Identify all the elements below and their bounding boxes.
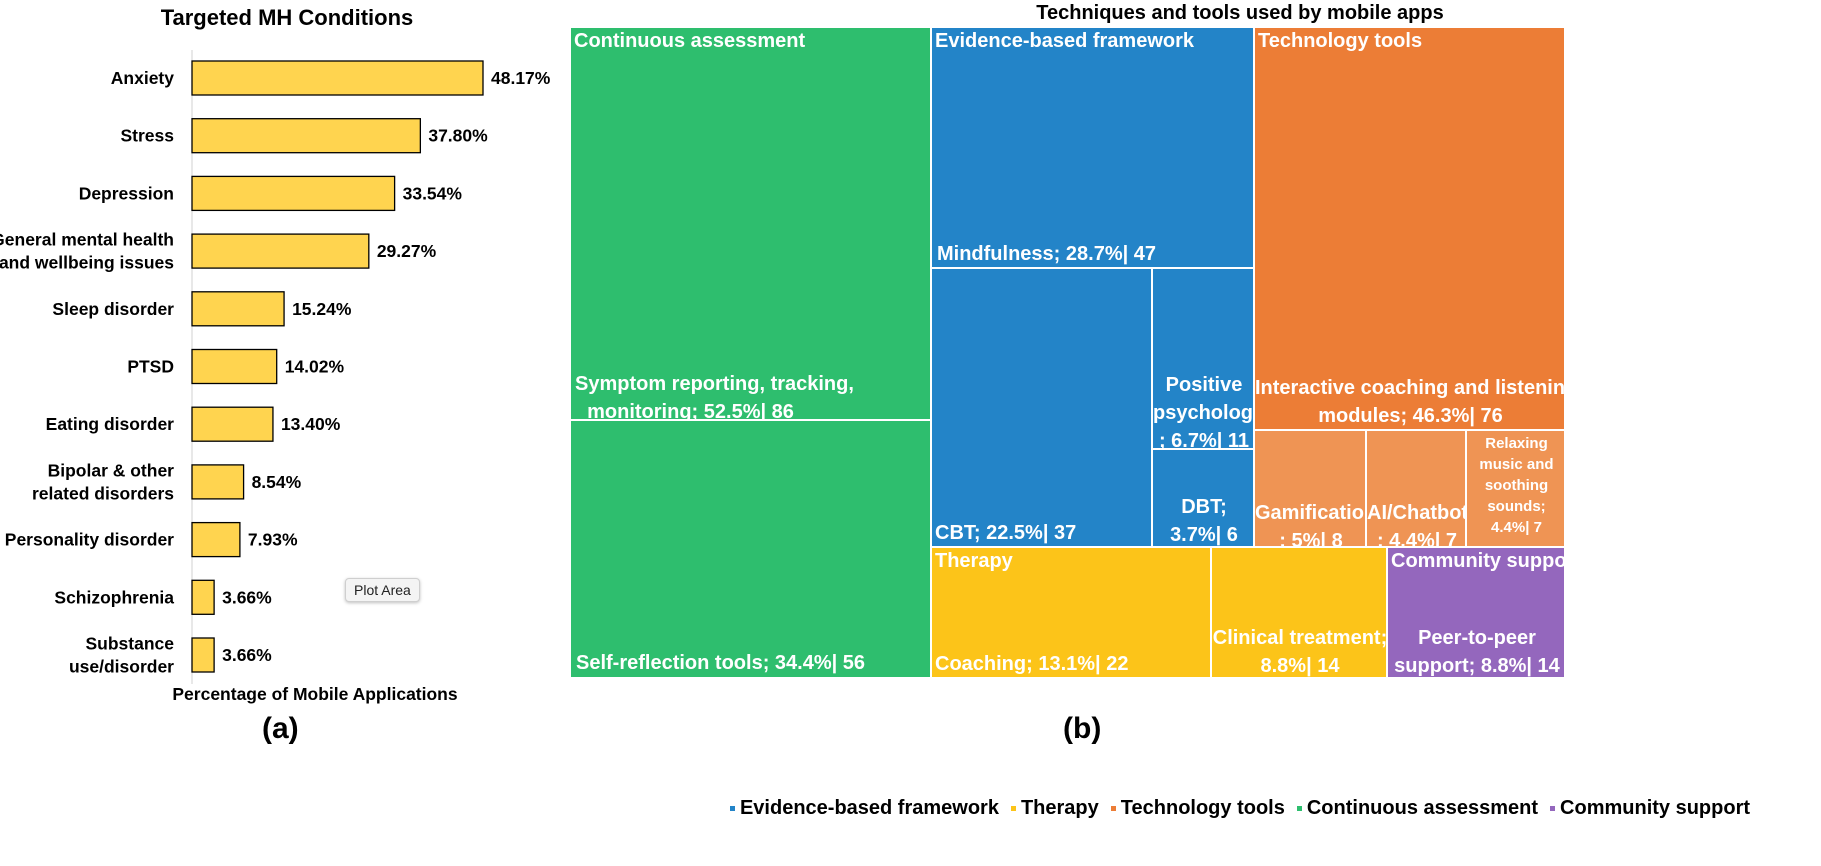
category-label: Substance	[86, 634, 175, 654]
treemap-cell: AI/Chatbot; 4.4%| 7	[1366, 430, 1468, 552]
treemap-title: Techniques and tools used by mobile apps	[1036, 2, 1444, 24]
category-label: Schizophrenia	[54, 587, 174, 607]
treemap-cell-label: Relaxing music and soothing sounds; 4.4%| 7	[1479, 435, 1554, 536]
treemap-cell: Symptom reporting, tracking, monitoring; …	[570, 27, 931, 423]
legend-swatch	[1110, 806, 1116, 811]
bar	[191, 118, 422, 154]
treemap-group-label: Evidence-based framework	[935, 30, 1194, 52]
treemap-group-label: Continuous assessment	[574, 30, 806, 52]
treemap-cell: Gamification; 5%| 8	[1254, 430, 1376, 552]
bar	[191, 406, 274, 442]
bar	[191, 521, 241, 558]
bar	[191, 579, 215, 615]
treemap-cell-label: Gamification; 5%| 8	[1255, 502, 1377, 552]
bar-chart-x-axis-label: Percentage of Mobile Applications	[172, 684, 457, 704]
bar	[191, 233, 370, 269]
treemap-cell: Self-reflection tools; 34.4%| 56	[570, 420, 931, 678]
category-label: Personality disorder	[5, 530, 174, 550]
legend-label: Technology tools	[1120, 797, 1285, 819]
bar-value-label: 8.54%	[252, 472, 302, 492]
treemap-cell-label: Interactive coaching and listening module…	[1255, 377, 1578, 427]
treemap-cell-label: Peer-to-peer support; 8.8%| 14	[1394, 627, 1560, 677]
category-label: related disorders	[32, 483, 174, 503]
legend-swatch	[729, 806, 735, 811]
category-label: Depression	[79, 183, 174, 203]
bar	[191, 60, 484, 96]
legend-swatch	[1010, 806, 1016, 811]
plot-area-tooltip: Plot Area	[345, 578, 420, 602]
treemap-cell: Positive psychology; 6.7%| 11	[1152, 268, 1264, 452]
legend-swatch	[1550, 806, 1556, 811]
legend-label: Community support	[1560, 797, 1751, 819]
treemap-cell: Clinical treatment; 8.8%| 14	[1211, 547, 1387, 678]
treemap-cell-label: Positive psychology; 6.7%| 11	[1153, 374, 1265, 452]
category-label: Stress	[120, 126, 174, 146]
panel-label-b: (b)	[1063, 712, 1102, 745]
legend-item: Evidence-based framework	[729, 797, 999, 820]
treemap-cell: Interactive coaching and listening module…	[1254, 27, 1578, 430]
legend-label: Therapy	[1020, 797, 1099, 819]
treemap-cell-label: DBT; 3.7%| 6	[1170, 496, 1238, 546]
treemap-group-label: Therapy	[935, 550, 1013, 572]
bar-chart-title: Targeted MH Conditions	[161, 5, 414, 30]
treemap-group-label: Community support	[1391, 550, 1581, 572]
treemap-cell: Peer-to-peer support; 8.8%| 14	[1387, 547, 1565, 678]
treemap-cell: CBT; 22.5%| 37	[931, 268, 1152, 547]
treemap-cell: DBT; 3.7%| 6	[1152, 449, 1254, 547]
bar	[191, 291, 285, 327]
legend-swatch	[1296, 806, 1302, 811]
bar-value-label: 3.66%	[222, 645, 272, 665]
bar-value-label: 14.02%	[285, 357, 345, 377]
category-label: PTSD	[127, 357, 174, 377]
treemap-cell: Coaching; 13.1%| 22	[931, 547, 1211, 678]
legend-item: Technology tools	[1110, 797, 1285, 820]
bar	[191, 175, 396, 212]
bar-chart: Targeted MH Conditions 48.17% Anxiety 37.8…	[0, 5, 551, 704]
category-label: use/disorder	[69, 657, 174, 677]
category-label: Eating disorder	[46, 414, 175, 434]
legend-item: Therapy	[1010, 797, 1099, 820]
bar	[191, 637, 215, 673]
treemap-cell: Mindfulness; 28.7%| 47	[931, 27, 1254, 268]
treemap-cell: Relaxing music and soothing sounds; 4.4%| 7	[1466, 430, 1565, 547]
bar-value-label: 33.54%	[403, 183, 463, 203]
treemap-cell-label: Coaching; 13.1%| 22	[935, 653, 1129, 675]
category-label: Sleep disorder	[52, 299, 174, 319]
treemap-legend: Evidence-based framework Therapy Technolog…	[660, 797, 1820, 820]
legend-item: Community support	[1550, 797, 1750, 820]
bar-value-label: 15.24%	[292, 299, 352, 319]
treemap-cell-label: Clinical treatment; 8.8%| 14	[1212, 627, 1388, 677]
treemap-cell-label: Self-reflection tools; 34.4%| 56	[576, 652, 866, 674]
bar	[191, 464, 245, 500]
bar	[191, 348, 278, 385]
bar-value-label: 37.80%	[428, 126, 488, 146]
legend-item: Continuous assessment	[1296, 797, 1539, 820]
treemap-cell-label: CBT; 22.5%| 37	[935, 522, 1077, 544]
treemap-group-label: Technology tools	[1258, 30, 1423, 52]
bar-value-label: 29.27%	[377, 241, 437, 261]
bar-chart-marks: 48.17% Anxiety 37.80% Stress 33.54% Depressio…	[0, 60, 551, 677]
category-label: General mental health	[0, 230, 174, 250]
panel-label-a: (a)	[262, 712, 299, 745]
treemap-cell-label: AI/Chatbot; 4.4%| 7	[1367, 502, 1469, 552]
treemap-cell-label: Mindfulness; 28.7%| 47	[937, 243, 1156, 265]
bar-value-label: 7.93%	[248, 530, 298, 550]
bar-value-label: 3.66%	[222, 587, 272, 607]
category-label: and wellbeing issues	[0, 253, 174, 273]
bar-value-label: 48.17%	[491, 68, 551, 88]
legend-label: Continuous assessment	[1306, 797, 1539, 819]
legend-label: Evidence-based framework	[739, 797, 999, 819]
category-label: Bipolar & other	[48, 460, 175, 480]
treemap-cell-label: Symptom reporting, tracking, monitoring; …	[575, 373, 854, 423]
category-label: Anxiety	[111, 68, 174, 88]
bar-value-label: 13.40%	[281, 414, 341, 434]
